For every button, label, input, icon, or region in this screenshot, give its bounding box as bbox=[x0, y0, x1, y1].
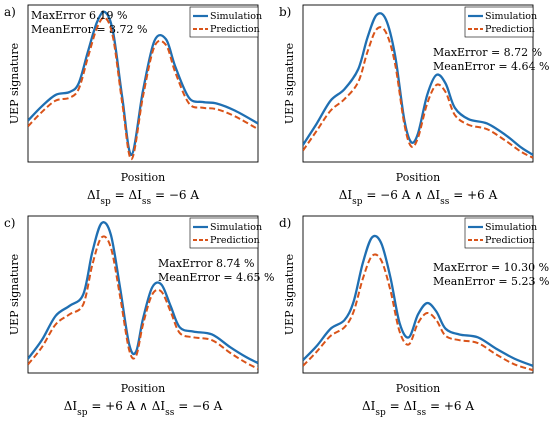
y-axis-label: UEP signature bbox=[283, 254, 296, 335]
panel-caption: ΔIsp = ΔIss = −6 A bbox=[87, 188, 199, 207]
legend: Simulation Prediction bbox=[189, 217, 262, 249]
panel-label: b) bbox=[279, 5, 291, 19]
panel-caption: ΔIsp = +6 A ∧ ΔIss = −6 A bbox=[64, 399, 223, 418]
legend-simulation-label: Simulation bbox=[210, 11, 262, 22]
legend-prediction-label: Prediction bbox=[210, 24, 260, 35]
panel-caption: ΔIsp = ΔIss = +6 A bbox=[362, 399, 474, 418]
legend-prediction-label: Prediction bbox=[485, 24, 535, 35]
mean-error-label: MeanError = 5.23 % bbox=[433, 275, 550, 288]
x-axis-label: Position bbox=[121, 171, 165, 184]
mean-error-label: MeanError = 4.65 % bbox=[158, 271, 275, 284]
panel-label: a) bbox=[4, 5, 16, 19]
plot-frame bbox=[302, 215, 534, 374]
prediction-series-line bbox=[28, 16, 258, 161]
legend-simulation-label: Simulation bbox=[485, 11, 537, 22]
plot-frame bbox=[27, 215, 259, 374]
chart-b: b) MaxError = 8.72 %MeanError = 4.64 % Sim… bbox=[279, 4, 550, 207]
panel-c: c) MaxError 8.74 % MeanError = 4.65 % Simul… bbox=[0, 211, 275, 422]
max-error-label: MaxError = 8.72 % bbox=[433, 46, 542, 59]
plot-frame bbox=[27, 4, 259, 163]
legend-prediction-label: Prediction bbox=[210, 235, 260, 246]
simulation-series-line bbox=[303, 234, 533, 367]
legend-prediction-label: Prediction bbox=[485, 235, 535, 246]
legend-box bbox=[464, 6, 534, 38]
panel-label: d) bbox=[279, 216, 291, 230]
chart-d: d) MaxError = 10.30 %MeanError = 5.23 % Si… bbox=[279, 215, 550, 418]
simulation-series-line bbox=[28, 221, 258, 365]
y-axis-label: UEP signature bbox=[283, 43, 296, 124]
x-axis-label: Position bbox=[396, 382, 440, 395]
legend: Simulation Prediction bbox=[189, 6, 262, 38]
chart-a: a) MaxError 6.19 %MeanError = 3.72 % Simul… bbox=[4, 4, 262, 207]
mean-error-label: MeanError = 3.72 % bbox=[31, 23, 148, 36]
legend-simulation-label: Simulation bbox=[210, 222, 262, 233]
prediction-series-line bbox=[303, 253, 533, 372]
prediction-series-line bbox=[303, 26, 533, 159]
panel-label: c) bbox=[4, 216, 15, 230]
mean-error-label: MeanError = 4.64 % bbox=[433, 60, 550, 73]
max-error-label: MaxError 8.74 % bbox=[158, 257, 254, 270]
panel-a: a) MaxError 6.19 % MeanError = 3.72 % Simul… bbox=[0, 0, 275, 211]
y-axis-label: UEP signature bbox=[8, 254, 21, 335]
max-error-label: MaxError 6.19 % bbox=[31, 9, 127, 22]
legend: Simulation Prediction bbox=[464, 6, 537, 38]
x-axis-label: Position bbox=[121, 382, 165, 395]
panel-d: d) MaxError = 10.30 % MeanError = 5.23 % Si… bbox=[275, 211, 550, 422]
legend-simulation-label: Simulation bbox=[485, 222, 537, 233]
max-error-label: MaxError = 10.30 % bbox=[433, 261, 549, 274]
prediction-series-line bbox=[28, 235, 258, 370]
plot-frame bbox=[302, 4, 534, 163]
y-axis-label: UEP signature bbox=[8, 43, 21, 124]
panel-b: b) MaxError = 8.72 % MeanError = 4.64 % Sim… bbox=[275, 0, 550, 211]
legend-box bbox=[464, 217, 534, 249]
legend-box bbox=[189, 6, 259, 38]
legend: Simulation Prediction bbox=[464, 217, 537, 249]
chart-c: c) MaxError 8.74 %MeanError = 4.65 % Simul… bbox=[4, 215, 275, 418]
legend-box bbox=[189, 217, 259, 249]
x-axis-label: Position bbox=[396, 171, 440, 184]
simulation-series-line bbox=[303, 12, 533, 156]
panel-caption: ΔIsp = −6 A ∧ ΔIss = +6 A bbox=[339, 188, 498, 207]
